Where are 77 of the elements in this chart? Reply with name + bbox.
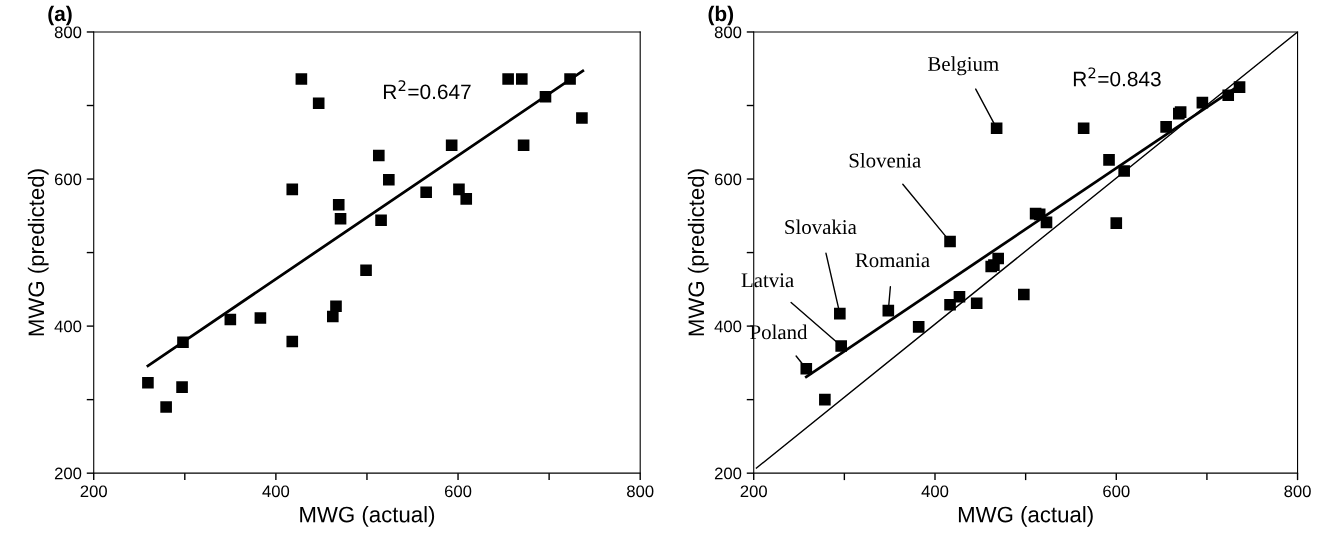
- point: [819, 393, 831, 406]
- point: [990, 122, 1003, 135]
- point: [944, 298, 956, 311]
- annotation: Slovakia: [785, 219, 857, 235]
- point: [800, 362, 813, 375]
- x-tick-label: 800: [627, 485, 654, 498]
- annotation: Slovenia: [849, 152, 921, 168]
- point: [286, 183, 299, 196]
- point: [327, 310, 339, 323]
- point: [834, 307, 846, 320]
- x-axis-title: MWG (actual): [958, 506, 1093, 527]
- point: [1160, 121, 1172, 133]
- x-tick-label: 800: [1284, 485, 1311, 498]
- point: [295, 73, 308, 85]
- x-tick-label: 400: [262, 485, 290, 498]
- point: [460, 193, 473, 205]
- point: [944, 235, 956, 248]
- y-axis-title: MWG (predicted): [687, 169, 709, 336]
- point: [992, 252, 1004, 265]
- point: [176, 381, 188, 393]
- point: [286, 335, 299, 348]
- annotation: Romania: [855, 253, 930, 268]
- point: [835, 340, 847, 352]
- annotation: R$^{2}$=0.843: [1073, 67, 1161, 87]
- y-tick-label: 400: [54, 320, 82, 333]
- y-tick-label: 600: [714, 173, 742, 186]
- point: [539, 90, 552, 103]
- y-tick-label: 200: [714, 467, 742, 480]
- chart-title: (b): [708, 5, 734, 26]
- point: [334, 212, 347, 225]
- x-tick-label: 200: [740, 485, 767, 498]
- chart-title: (a): [48, 5, 72, 26]
- point: [1118, 165, 1130, 177]
- x-axis-title: MWG (actual): [300, 506, 435, 527]
- point: [1040, 216, 1053, 229]
- point: [912, 321, 925, 333]
- point: [970, 297, 983, 310]
- point: [224, 313, 237, 326]
- annotation: R$^{2}$=0.647: [383, 80, 471, 100]
- point: [1077, 122, 1090, 135]
- point: [1233, 81, 1246, 93]
- point: [142, 376, 154, 389]
- y-axis-title: MWG (predicted): [27, 169, 49, 336]
- point: [312, 97, 325, 110]
- point: [420, 186, 432, 199]
- point: [445, 139, 458, 152]
- point: [953, 290, 966, 303]
- point: [375, 214, 387, 227]
- y-tick-label: 400: [714, 320, 742, 333]
- point: [383, 173, 395, 186]
- point: [1110, 217, 1123, 229]
- y-tick-label: 600: [54, 173, 82, 186]
- annotation: Belgium: [928, 56, 999, 76]
- point: [254, 312, 267, 324]
- point: [177, 336, 189, 349]
- point: [502, 73, 514, 85]
- x-tick-label: 200: [80, 485, 107, 498]
- point: [360, 264, 372, 277]
- point: [330, 300, 342, 313]
- point: [564, 73, 576, 85]
- point: [517, 139, 530, 152]
- point: [515, 73, 528, 85]
- y-tick-label: 800: [714, 26, 742, 39]
- x-tick-label: 600: [1103, 485, 1130, 498]
- x-tick-label: 600: [444, 485, 472, 498]
- point: [576, 112, 588, 124]
- point: [1196, 96, 1209, 109]
- y-tick-label: 200: [54, 467, 82, 480]
- y-tick-label: 800: [54, 26, 82, 39]
- point: [453, 183, 465, 196]
- point: [372, 149, 385, 162]
- point: [332, 198, 345, 211]
- point: [160, 401, 172, 413]
- point: [1103, 154, 1115, 166]
- x-tick-label: 400: [921, 485, 949, 498]
- point: [1222, 89, 1235, 102]
- point: [1018, 288, 1030, 301]
